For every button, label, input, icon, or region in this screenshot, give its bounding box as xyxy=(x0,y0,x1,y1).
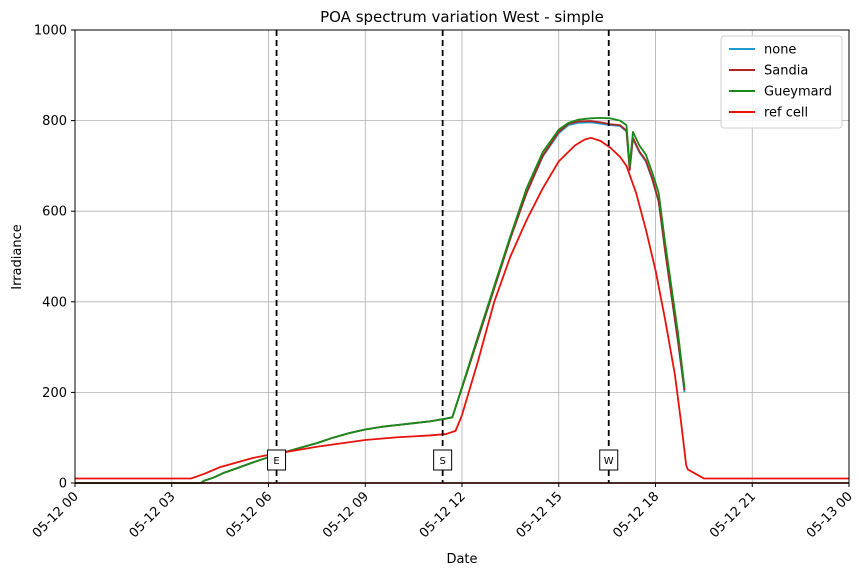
legend-label-gueymard: Gueymard xyxy=(764,85,832,100)
x-tick-layer: 05-12 00 05-12 03 05-12 06 05-12 09 05-12 12… xyxy=(30,483,856,541)
y-axis-label: Irradiance xyxy=(10,224,25,289)
legend-box xyxy=(720,35,843,129)
y-tick-label: 200 xyxy=(42,386,67,401)
x-tick-label: 05-12 03 xyxy=(127,489,179,541)
legend: none Sandia Gueymard ref cell xyxy=(720,35,843,129)
marker-label-e: E xyxy=(273,456,279,467)
marker-label-w: W xyxy=(604,456,614,467)
marker-box-e xyxy=(267,449,287,471)
y-tick-label: 1000 xyxy=(34,24,67,39)
series-line-gueymard xyxy=(75,116,686,484)
y-tick-label: 0 xyxy=(59,477,67,492)
marker-label-s: S xyxy=(439,456,445,467)
legend-label-ref-cell: ref cell xyxy=(764,106,808,121)
marker-box-s xyxy=(433,449,453,471)
marker-box-w xyxy=(599,449,619,471)
series-line-none xyxy=(75,121,686,484)
x-tick-label: 05-12 12 xyxy=(417,489,469,541)
x-axis-label: Date xyxy=(446,552,477,567)
x-tick-label: 05-12 18 xyxy=(610,489,662,541)
x-tick-label: 05-12 09 xyxy=(320,489,372,541)
y-tick-label: 600 xyxy=(42,205,67,220)
x-tick-label: 05-13 00 xyxy=(804,489,856,541)
y-tick-label: 800 xyxy=(42,114,67,129)
chart-title: POA spectrum variation West - simple xyxy=(320,8,604,26)
legend-label-sandia: Sandia xyxy=(764,64,808,79)
y-tick-layer: 0 200 400 600 800 1000 xyxy=(34,24,75,492)
x-tick-label: 05-12 06 xyxy=(223,489,275,541)
legend-label-none: none xyxy=(764,43,796,58)
y-tick-label: 400 xyxy=(42,295,67,310)
x-tick-label: 05-12 00 xyxy=(30,489,82,541)
x-tick-label: 05-12 21 xyxy=(707,489,759,541)
x-tick-label: 05-12 15 xyxy=(514,489,566,541)
